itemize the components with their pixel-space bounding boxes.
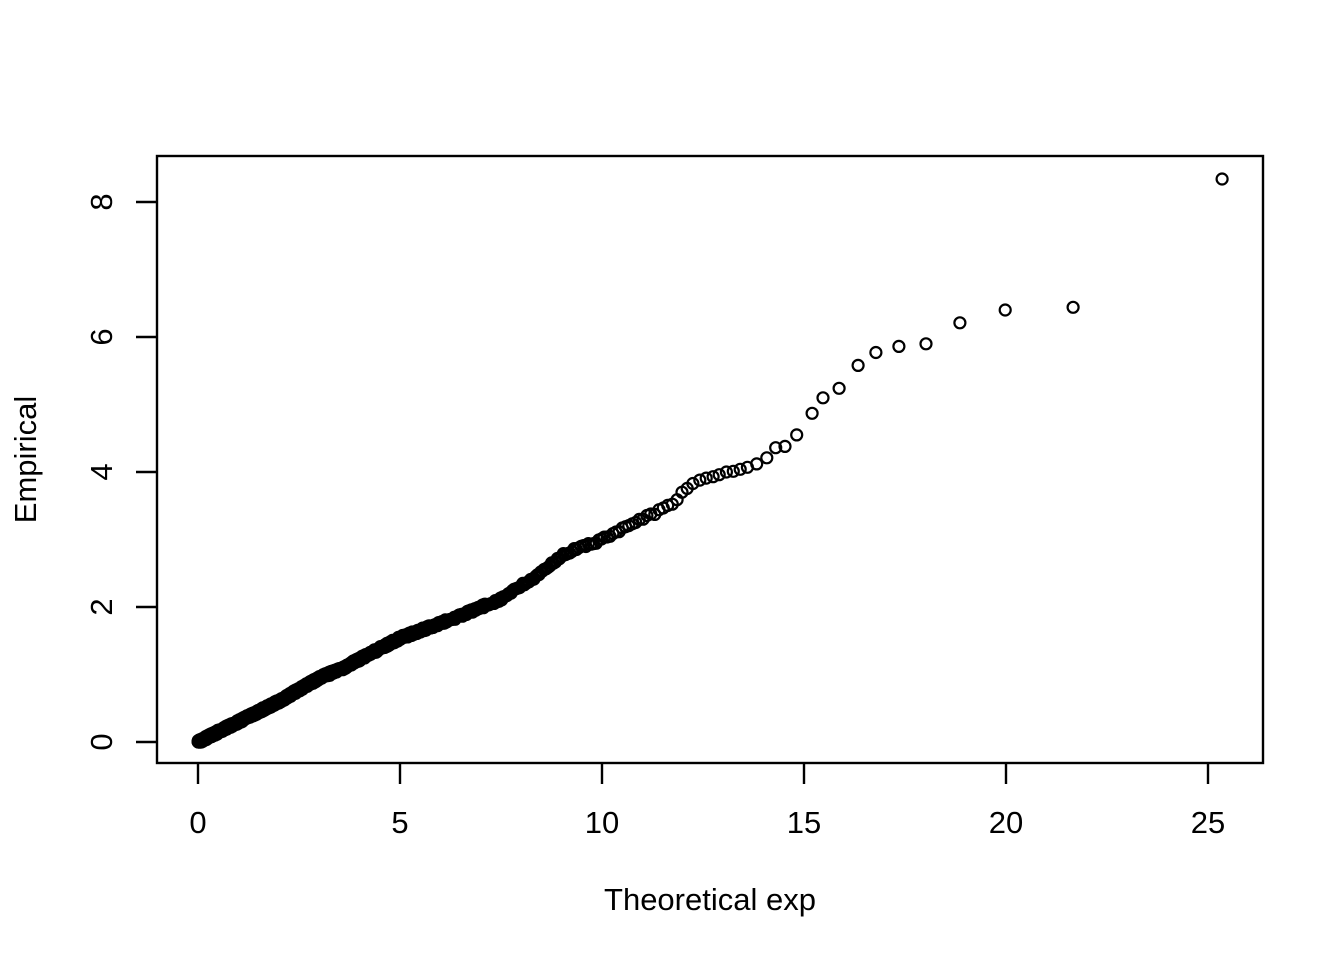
x-axis-tick-label: 15 <box>787 805 821 840</box>
x-axis-tick-label: 20 <box>989 805 1023 840</box>
data-point-tail <box>1066 300 1080 314</box>
data-point-tail <box>778 439 792 453</box>
y-axis-tick-label: 6 <box>84 328 119 345</box>
y-axis-tick-label: 0 <box>84 733 119 750</box>
x-axis-tick-label: 5 <box>391 805 408 840</box>
data-point-tail <box>832 381 846 395</box>
data-point-tail <box>726 464 740 478</box>
data-point-tail <box>1215 172 1229 186</box>
y-axis-tick-label: 2 <box>84 598 119 615</box>
data-point-tail <box>686 476 700 491</box>
x-axis-title: Theoretical exp <box>604 882 816 917</box>
y-axis-tick-label: 8 <box>84 193 119 210</box>
data-point-tail <box>719 465 734 479</box>
data-point-tail <box>816 391 830 405</box>
plot-border <box>155 154 1265 765</box>
data-point-tail <box>998 303 1012 317</box>
x-axis-tick-label: 25 <box>1191 805 1225 840</box>
data-point-tail <box>699 471 713 485</box>
x-axis-tick-label: 0 <box>189 805 206 840</box>
data-point-tail <box>733 462 747 476</box>
data-point-tail <box>790 428 804 442</box>
data-point-tail <box>712 468 726 482</box>
data-point-tail <box>953 316 967 330</box>
y-axis-tick-label: 4 <box>84 463 119 480</box>
x-axis-tick-label: 10 <box>585 805 619 840</box>
data-point-tail <box>851 358 865 372</box>
data-point-tail <box>750 457 764 471</box>
data-point-tail <box>892 339 906 353</box>
data-point-tail <box>760 451 774 465</box>
data-point-tail <box>706 470 720 484</box>
data-point-tail <box>769 441 783 455</box>
data-point-tail <box>869 345 883 360</box>
data-point-tail <box>805 406 819 420</box>
data-point <box>629 515 643 530</box>
y-axis-title: Empirical <box>8 396 43 523</box>
data-point-tail <box>693 473 707 487</box>
data-point-tail <box>919 337 933 351</box>
